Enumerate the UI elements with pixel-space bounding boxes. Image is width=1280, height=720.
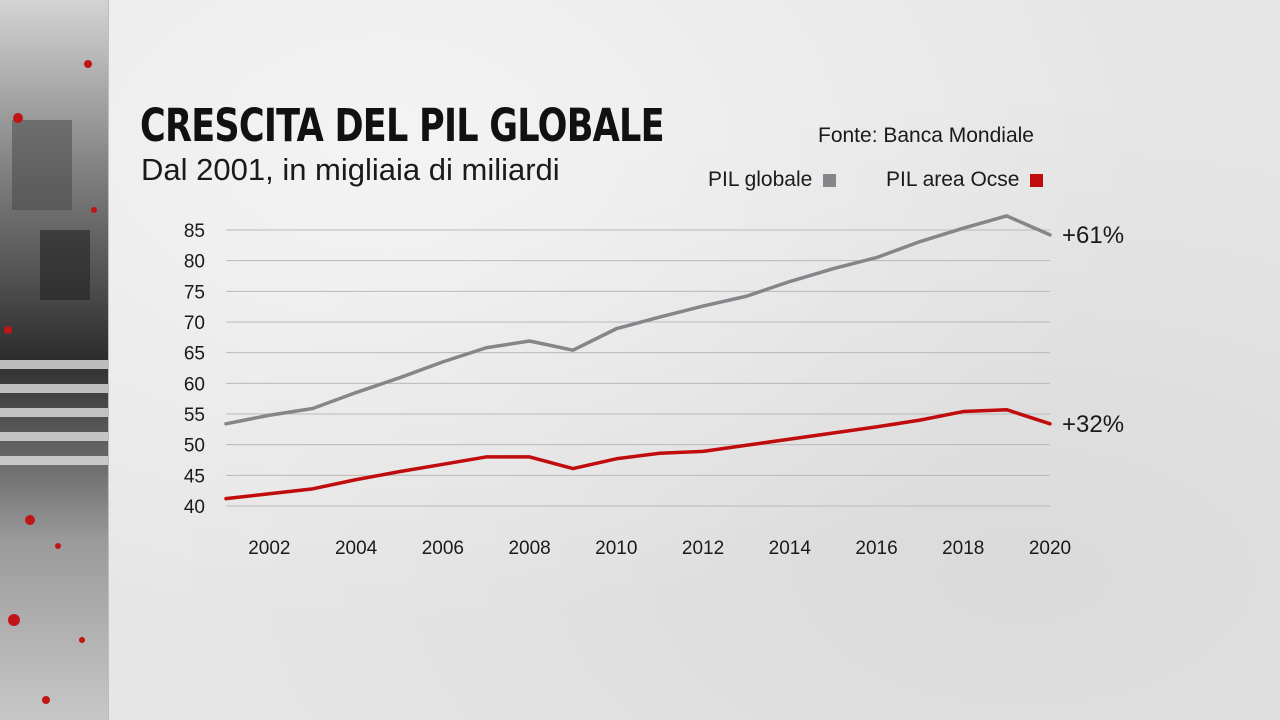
decorative-side-photo [0,0,109,720]
x-tick-label: 2002 [248,538,290,559]
x-tick-label: 2012 [682,538,724,559]
x-axis-ticks: 2002 2004 2006 2008 2010 2012 2014 2016 2018 2020 [248,538,1071,559]
legend-label-global: PIL globale [708,168,813,191]
y-tick-label: 70 [184,313,205,334]
y-tick-label: 60 [184,374,205,395]
source-note: Fonte: Banca Mondiale [818,124,1034,147]
x-tick-label: 2018 [942,538,984,559]
series-line-ocse [224,407,1052,501]
x-tick-label: 2008 [508,538,550,559]
y-tick-label: 80 [184,252,205,273]
y-tick-label: 65 [184,344,205,365]
legend-item-global: PIL globale [708,166,837,194]
x-tick-label: 2014 [769,538,812,559]
y-tick-label: 85 [184,221,205,242]
x-tick-label: 2004 [335,538,378,559]
legend-label-ocse: PIL area Ocse [886,168,1020,191]
end-label-ocse: +32% [1062,411,1124,438]
end-labels: +61% +32% [1062,222,1124,438]
series-lines [224,214,1052,501]
y-tick-label: 40 [184,497,205,518]
y-tick-label: 75 [184,282,205,303]
chart-subtitle: Dal 2001, in migliaia di miliardi [141,152,560,187]
gridlines [226,229,1050,507]
chart-title: CRESCITA DEL PIL GLOBALE [140,99,665,152]
x-tick-label: 2020 [1029,538,1071,559]
y-tick-label: 55 [184,405,205,426]
legend-swatch-ocse [1030,173,1044,187]
x-tick-label: 2010 [595,538,637,559]
legend-item-ocse: PIL area Ocse [886,166,1044,194]
y-tick-label: 45 [184,466,205,487]
y-axis-ticks: 40 45 50 55 60 65 70 75 80 85 [184,221,205,518]
series-line-global [224,214,1052,426]
end-label-global: +61% [1062,222,1124,249]
legend-swatch-global [823,173,837,187]
x-tick-label: 2016 [855,538,897,559]
y-tick-label: 50 [184,436,205,457]
side-photo-collage [0,0,108,720]
x-tick-label: 2006 [422,538,464,559]
